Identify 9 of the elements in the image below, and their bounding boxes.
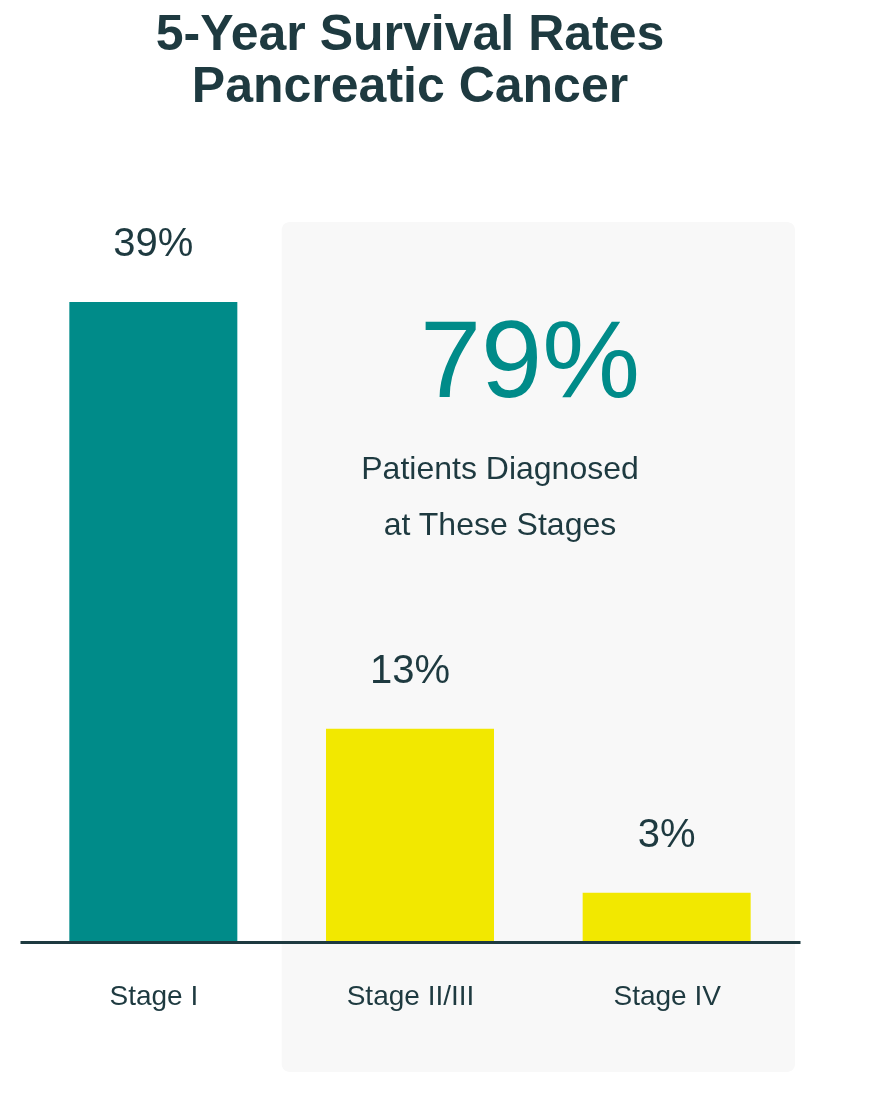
data-label: 13% [369, 646, 451, 691]
data-label: 39% [113, 220, 194, 264]
x-tick-label: Stage I [109, 979, 199, 1011]
annotation: Patients Diagnosed at These Stages [361, 450, 639, 542]
chart-title: 5-Year Survival Rates Pancreatic Cancer [155, 5, 665, 113]
annotation: 79% [419, 297, 641, 420]
x-tick-label: Stage IV [613, 979, 722, 1011]
x-tick-label: Stage II/III [346, 979, 475, 1011]
data-label: 3% [637, 810, 696, 855]
